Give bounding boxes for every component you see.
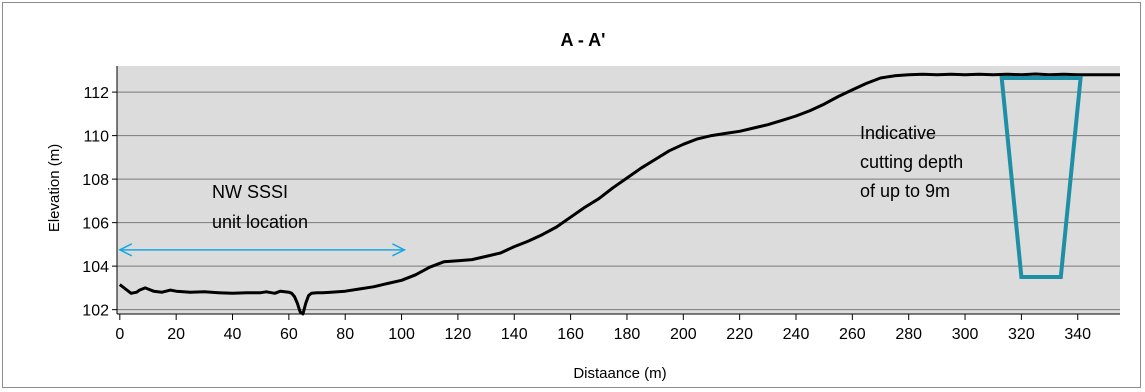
y-axis-ticks: 102 104 106 108 110 112 <box>82 66 118 320</box>
x-tick-label-100: 100 <box>388 326 415 343</box>
x-tick-label-180: 180 <box>614 326 641 343</box>
x-tick-label-340: 340 <box>1064 326 1091 343</box>
x-axis-ticks: 0 20 40 60 80 100 120 140 160 180 200 220 240 260 280 3… <box>115 313 1120 343</box>
plot-area <box>117 66 1120 314</box>
y-tick-label-108: 108 <box>82 172 109 189</box>
x-tick-label-120: 120 <box>445 326 472 343</box>
y-axis-title: Elevation (m) <box>46 144 63 232</box>
y-tick-label-102: 102 <box>82 303 109 320</box>
x-axis-title: Distaance (m) <box>573 365 666 382</box>
cutting-depth-trapezoid <box>999 76 1083 279</box>
cutting-label-line-2: cutting depth <box>860 152 963 172</box>
annotations: NW SSSI unit location Indicative cutting de… <box>118 76 1083 279</box>
x-tick-label-220: 220 <box>726 326 753 343</box>
x-tick-label-0: 0 <box>115 326 124 343</box>
cutting-label-line-1: Indicative <box>860 123 936 143</box>
y-tick-label-104: 104 <box>82 259 109 276</box>
x-tick-label-140: 140 <box>501 326 528 343</box>
x-tick-label-240: 240 <box>783 326 810 343</box>
sssi-arrow-right-head <box>392 243 407 257</box>
y-tick-label-110: 110 <box>83 129 109 146</box>
x-tick-label-280: 280 <box>895 326 922 343</box>
gridlines <box>117 91 1120 311</box>
y-tick-label-106: 106 <box>82 216 109 233</box>
x-tick-label-40: 40 <box>224 326 242 343</box>
sssi-label-line-1: NW SSSI <box>212 182 288 202</box>
x-tick-label-320: 320 <box>1008 326 1035 343</box>
x-tick-label-300: 300 <box>952 326 979 343</box>
x-tick-label-20: 20 <box>167 326 185 343</box>
x-tick-label-80: 80 <box>336 326 354 343</box>
y-tick-label-112: 112 <box>83 85 109 102</box>
x-tick-label-200: 200 <box>670 326 697 343</box>
x-tick-label-60: 60 <box>280 326 298 343</box>
sssi-label-line-2: unit location <box>212 212 308 232</box>
elevation-profile-line <box>118 72 1120 316</box>
cutting-label-line-3: of up to 9m <box>860 181 950 201</box>
chart-title: A - A' <box>561 30 606 50</box>
sssi-arrow-left-head <box>118 243 133 257</box>
x-tick-label-260: 260 <box>839 326 866 343</box>
x-tick-label-160: 160 <box>557 326 584 343</box>
